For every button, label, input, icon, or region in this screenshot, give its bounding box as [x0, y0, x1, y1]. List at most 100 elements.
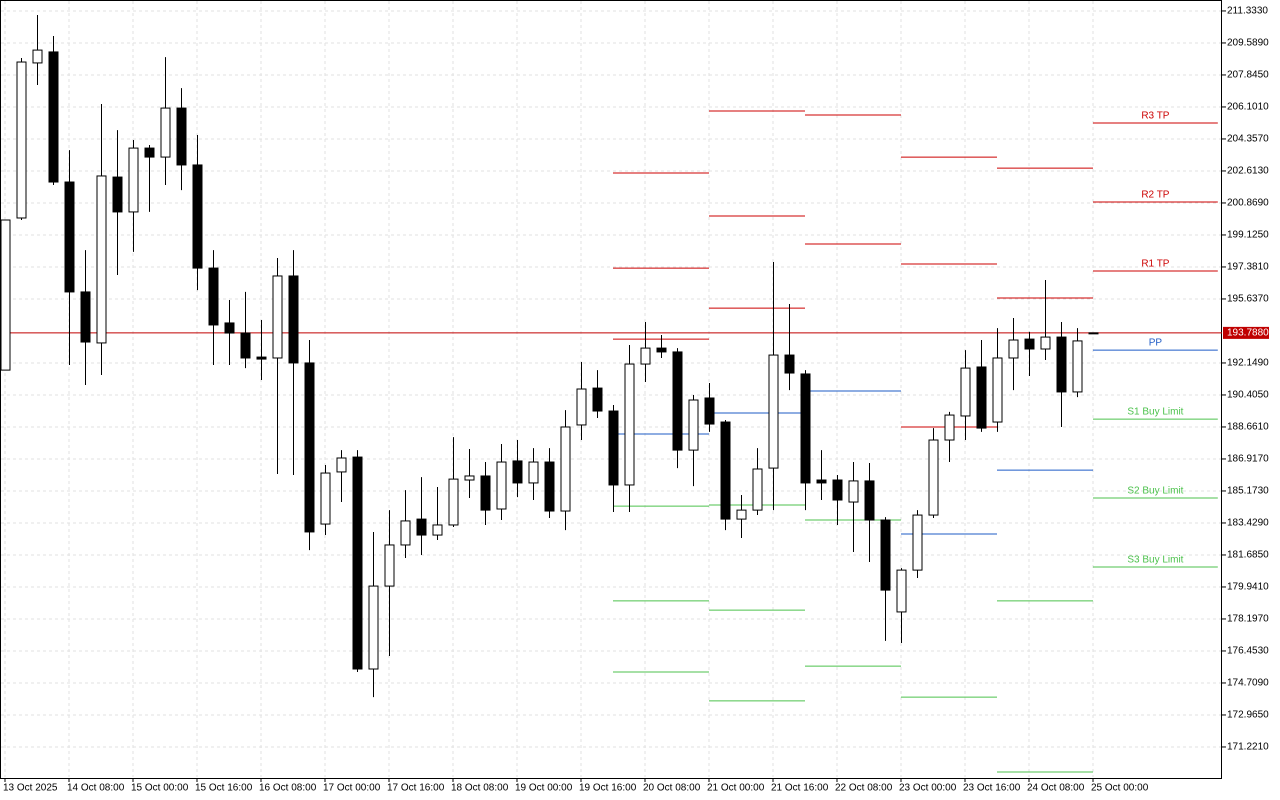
y-tick-label: 181.6850: [1227, 550, 1269, 561]
candle-body: [160, 107, 171, 158]
x-tick-label: 19 Oct 16:00: [579, 783, 637, 794]
candle-body: [752, 468, 763, 511]
candle-body: [128, 147, 139, 213]
x-tick-label: 14 Oct 08:00: [67, 783, 125, 794]
candle-body: [960, 367, 971, 417]
current-price-tag: [1223, 326, 1269, 339]
y-tick-label: 192.1490: [1227, 358, 1269, 369]
candle-body: [112, 176, 123, 213]
candle-body: [624, 363, 635, 486]
y-tick-label: 179.9410: [1227, 582, 1269, 593]
candle-body: [384, 544, 395, 587]
y-tick-label: 197.3810: [1227, 262, 1269, 273]
x-tick-label: 17 Oct 16:00: [387, 783, 445, 794]
x-tick-label: 25 Oct 00:00: [1091, 783, 1149, 794]
x-tick-label: 16 Oct 08:00: [259, 783, 317, 794]
candle-body: [16, 61, 27, 219]
candle-body: [1008, 339, 1019, 359]
y-tick-label: 190.4050: [1227, 390, 1269, 401]
candle-body: [528, 461, 539, 484]
candle-body: [144, 147, 155, 158]
pivot-label: S2 Buy Limit: [1127, 486, 1183, 497]
y-tick-label: 211.3330: [1227, 6, 1268, 17]
candle-body: [368, 585, 379, 670]
candle-body: [896, 569, 907, 613]
candle-body: [1040, 336, 1051, 350]
x-tick-label: 23 Oct 16:00: [963, 783, 1021, 794]
plot-frame: [0, 0, 1222, 779]
y-tick-label: 199.1250: [1227, 230, 1269, 241]
candle-body: [1024, 338, 1035, 350]
candle-body: [560, 426, 571, 512]
pivot-label: R1 TP: [1141, 259, 1169, 270]
axes: 211.3330 209.5890 207.8450 206.1010 204.3570…: [3, 6, 1269, 794]
y-tick-label: 176.4530: [1227, 646, 1269, 657]
candle-body: [912, 514, 923, 571]
x-tick-label: 23 Oct 00:00: [899, 783, 957, 794]
y-tick-label: 200.8690: [1227, 198, 1269, 209]
candle-body: [544, 461, 555, 512]
pivot-label: PP: [1149, 338, 1163, 349]
candle-body: [736, 509, 747, 520]
x-tick-label: 13 Oct 2025: [3, 783, 58, 794]
candle-body: [208, 267, 219, 326]
x-tick-label: 15 Oct 16:00: [195, 783, 253, 794]
x-tick-label: 24 Oct 08:00: [1027, 783, 1085, 794]
candle-body: [240, 332, 251, 359]
grid: [1, 1, 1221, 777]
x-tick-label: 22 Oct 08:00: [835, 783, 893, 794]
candle-body: [192, 164, 203, 269]
x-tick-label: 20 Oct 08:00: [643, 783, 701, 794]
candle-body: [768, 354, 779, 469]
candle-body: [416, 518, 427, 536]
candle-body: [1088, 332, 1099, 335]
candle-body: [720, 421, 731, 520]
candle-body: [1056, 336, 1067, 393]
candle-body: [864, 480, 875, 521]
candle-body: [784, 354, 795, 374]
y-tick-label: 202.6130: [1227, 166, 1269, 177]
candle-body: [944, 414, 955, 441]
candle-body: [400, 520, 411, 546]
candle-body: [512, 460, 523, 484]
candle-body: [576, 388, 587, 426]
candle-body: [288, 275, 299, 364]
candle-body: [304, 362, 315, 533]
candle-body: [880, 519, 891, 591]
candle-body: [96, 175, 107, 344]
pivot-label: S1 Buy Limit: [1127, 407, 1183, 418]
current-price-label: 193.7880: [1227, 328, 1269, 339]
candle-body: [992, 357, 1003, 423]
candle-body: [800, 373, 811, 484]
candle-body: [656, 347, 667, 353]
candle-body: [672, 351, 683, 451]
x-tick-label: 21 Oct 16:00: [771, 783, 829, 794]
candle-body: [592, 387, 603, 412]
y-tick-label: 195.6370: [1227, 294, 1269, 305]
y-tick-label: 207.8450: [1227, 70, 1269, 81]
y-tick-label: 183.4290: [1227, 518, 1269, 529]
candle-body: [432, 524, 443, 536]
candle-body: [272, 275, 283, 359]
x-tick-label: 18 Oct 08:00: [451, 783, 509, 794]
x-tick-label: 17 Oct 00:00: [323, 783, 381, 794]
candle-body: [464, 475, 475, 481]
plot: R3 TP R2 TP R1 TP PP S1 Buy Limit S2 Buy Limi…: [0, 15, 1222, 773]
candle-body: [816, 479, 827, 484]
y-tick-label: 185.1730: [1227, 486, 1269, 497]
y-tick-label: 204.3570: [1227, 134, 1269, 145]
y-tick-label: 171.2210: [1227, 742, 1269, 753]
y-tick-label: 206.1010: [1227, 102, 1269, 113]
candle-body: [640, 347, 651, 365]
y-tick-label: 209.5890: [1227, 38, 1269, 49]
candle-body: [176, 107, 187, 166]
candle-body: [352, 456, 363, 670]
candle-body: [608, 410, 619, 486]
candle-body: [704, 397, 715, 425]
candle-body: [0, 219, 11, 371]
candle-body: [320, 472, 331, 525]
pivot-label: R3 TP: [1141, 111, 1169, 122]
candle-body: [848, 480, 859, 503]
candle-body: [224, 322, 235, 334]
